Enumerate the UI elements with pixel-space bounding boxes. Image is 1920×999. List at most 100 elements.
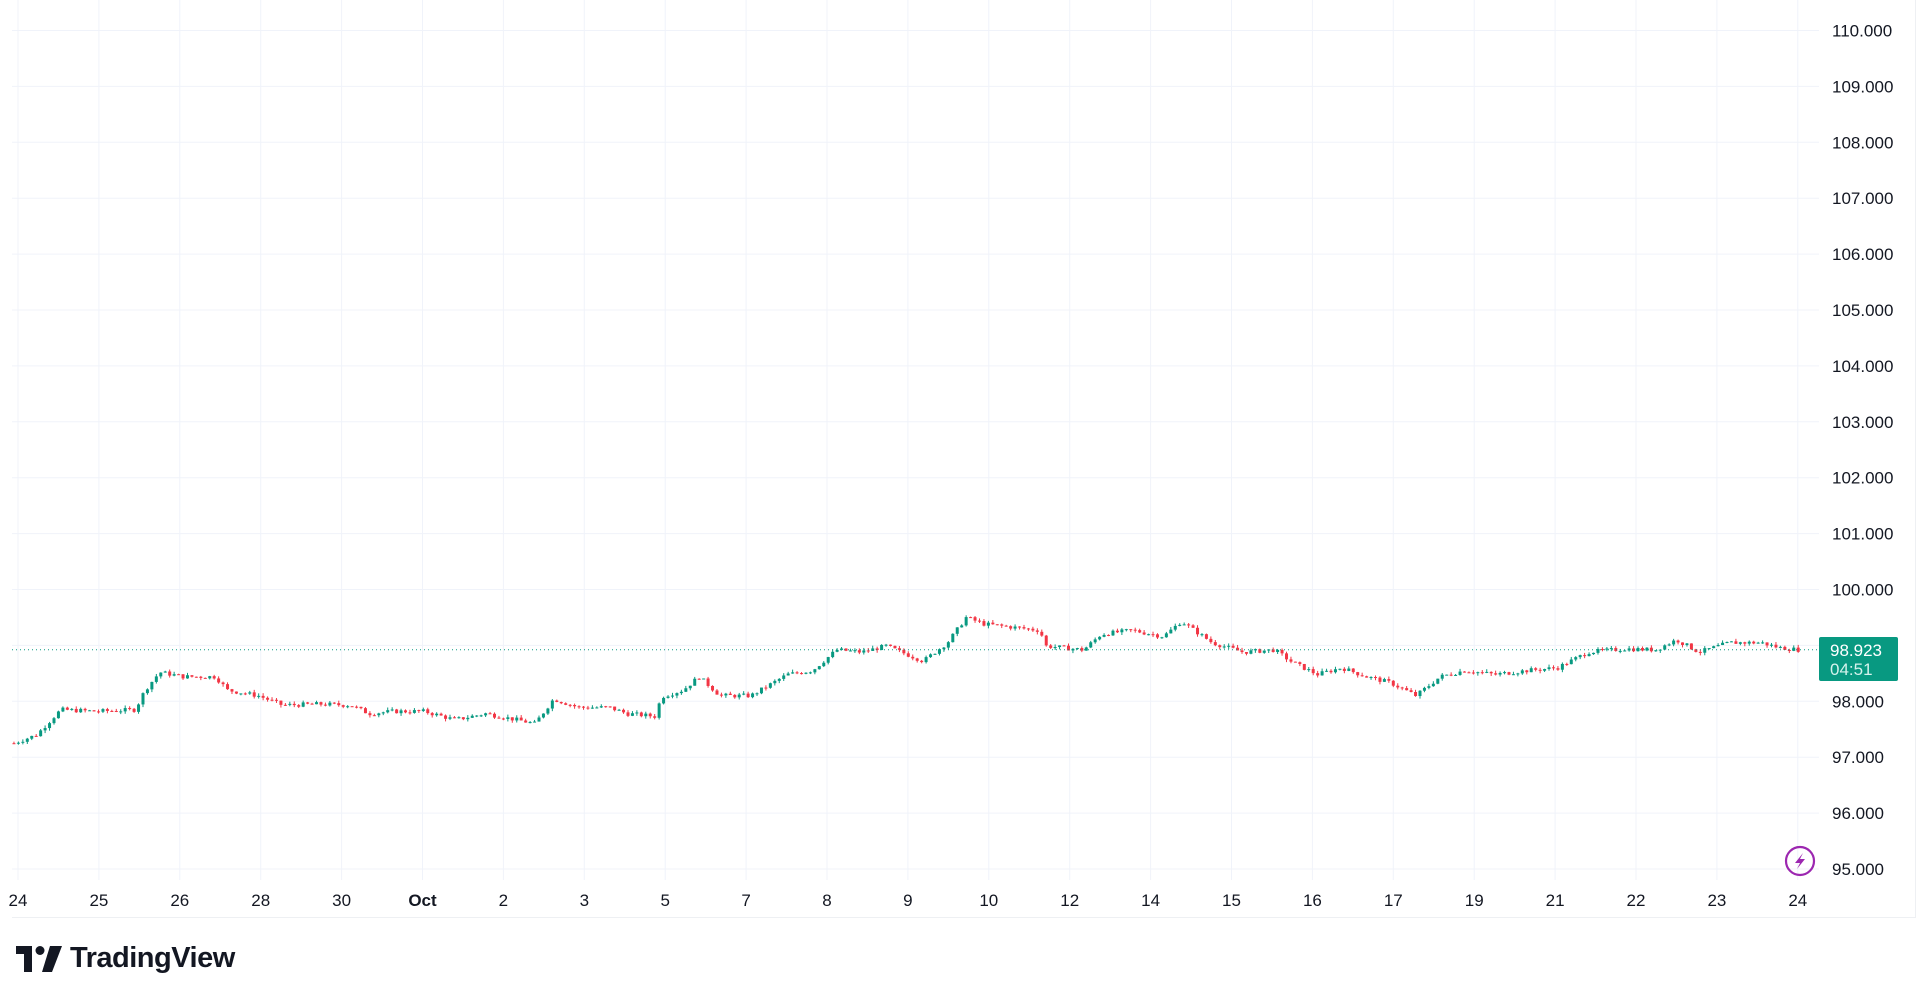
y-tick-label: 106.000 bbox=[1832, 245, 1893, 264]
x-tick-label: 17 bbox=[1384, 891, 1403, 910]
x-tick-label: 14 bbox=[1141, 891, 1160, 910]
candle-body bbox=[804, 672, 808, 674]
candle-body bbox=[1138, 630, 1142, 633]
candle-body bbox=[1569, 659, 1573, 665]
tradingview-logo[interactable]: TradingView bbox=[16, 942, 235, 975]
y-tick-label: 97.000 bbox=[1832, 748, 1884, 767]
candle-body bbox=[862, 650, 866, 653]
candle-body bbox=[715, 690, 719, 695]
candle-body bbox=[782, 675, 786, 679]
candle-body bbox=[617, 709, 621, 711]
candle-body bbox=[1418, 690, 1422, 697]
lightning-bolt-icon[interactable] bbox=[1784, 845, 1816, 877]
candle-body bbox=[248, 692, 252, 694]
candle-body bbox=[1618, 650, 1622, 652]
candle-body bbox=[880, 644, 884, 651]
candle-body bbox=[1102, 634, 1106, 637]
candle-body bbox=[1089, 642, 1093, 648]
candle-body bbox=[1538, 669, 1542, 671]
candle-body bbox=[1240, 650, 1244, 653]
candle-body bbox=[764, 687, 768, 689]
candle-body bbox=[1285, 653, 1289, 660]
candle-body bbox=[822, 662, 826, 667]
candle-body bbox=[893, 645, 897, 649]
candle-body bbox=[1707, 648, 1711, 650]
candle-body bbox=[1725, 641, 1729, 643]
candle-body bbox=[1787, 649, 1791, 651]
candle-body bbox=[359, 706, 363, 709]
candle-body bbox=[1431, 683, 1435, 687]
candle-body bbox=[96, 711, 100, 713]
candle-body bbox=[1222, 646, 1226, 648]
candle-body bbox=[519, 717, 523, 721]
candle-body bbox=[426, 709, 430, 714]
candle-body bbox=[742, 693, 746, 695]
candle-body bbox=[817, 666, 821, 670]
candle-body bbox=[1409, 690, 1413, 692]
candle-body bbox=[920, 660, 924, 663]
brand-name: TradingView bbox=[70, 942, 235, 974]
candle-body bbox=[461, 717, 465, 720]
candle-body bbox=[70, 708, 74, 710]
candle-body bbox=[808, 672, 812, 674]
candle-body bbox=[1365, 676, 1369, 678]
candle-body bbox=[1342, 668, 1346, 671]
candle-body bbox=[377, 713, 381, 716]
candle-body bbox=[279, 700, 283, 705]
candle-body bbox=[813, 669, 817, 673]
candle-body bbox=[159, 672, 163, 677]
candle-body bbox=[65, 707, 69, 710]
x-tick-label: 24 bbox=[9, 891, 28, 910]
candle-body bbox=[386, 710, 390, 713]
candle-body bbox=[25, 738, 29, 742]
candle-body bbox=[889, 644, 893, 646]
candle-body bbox=[79, 708, 83, 713]
candle-body bbox=[960, 625, 964, 628]
candle-body bbox=[1462, 671, 1466, 673]
candlestick-chart[interactable]: 110.000 109.000 108.000 107.000 106.000 105.0… bbox=[0, 0, 1920, 920]
candle-body bbox=[1307, 669, 1311, 671]
candle-body bbox=[137, 704, 141, 712]
candle-body bbox=[1405, 688, 1409, 691]
candle-body bbox=[1173, 625, 1177, 630]
candle-body bbox=[911, 656, 915, 659]
candle-body bbox=[844, 648, 848, 651]
candle-body bbox=[470, 715, 474, 718]
candle-body bbox=[1471, 672, 1475, 674]
candle-body bbox=[1227, 645, 1231, 647]
candle-body bbox=[1778, 646, 1782, 648]
candle-body bbox=[555, 700, 559, 702]
candle-body bbox=[368, 713, 372, 716]
candle-body bbox=[630, 713, 634, 716]
chart-frame[interactable] bbox=[12, 0, 1916, 918]
candle-body bbox=[1685, 643, 1689, 645]
candle-body bbox=[208, 676, 212, 679]
candle-body bbox=[1120, 629, 1124, 633]
candle-body bbox=[875, 648, 879, 651]
candle-body bbox=[1169, 629, 1173, 634]
candle-body bbox=[301, 702, 305, 707]
x-tick-label: 23 bbox=[1707, 891, 1726, 910]
candle-body bbox=[1427, 686, 1431, 688]
time-axis[interactable]: 24 25 26 28 30 Oct 2 3 5 7 8 9 10 12 14 15 16 17 19 21 22 23 2… bbox=[9, 891, 1808, 910]
candle-body bbox=[1752, 641, 1756, 644]
candle-body bbox=[1663, 645, 1667, 650]
y-tick-label: 105.000 bbox=[1832, 301, 1893, 320]
candle-body bbox=[501, 718, 505, 720]
candle-body bbox=[1796, 647, 1800, 652]
candle-body bbox=[1196, 627, 1200, 635]
candle-body bbox=[1155, 634, 1159, 638]
candle-body bbox=[1520, 670, 1524, 674]
candle-body bbox=[226, 684, 230, 690]
candle-body bbox=[74, 708, 78, 713]
candle-body bbox=[1774, 644, 1778, 648]
candle-body bbox=[217, 678, 221, 683]
candle-body bbox=[493, 713, 497, 718]
price-axis[interactable]: 110.000 109.000 108.000 107.000 106.000 105.0… bbox=[1832, 22, 1893, 880]
candle-body bbox=[1187, 624, 1191, 626]
candle-body bbox=[1543, 669, 1547, 671]
candles bbox=[12, 615, 1800, 745]
candle-body bbox=[697, 678, 701, 680]
candle-body bbox=[1129, 629, 1133, 631]
candle-body bbox=[1636, 648, 1640, 652]
